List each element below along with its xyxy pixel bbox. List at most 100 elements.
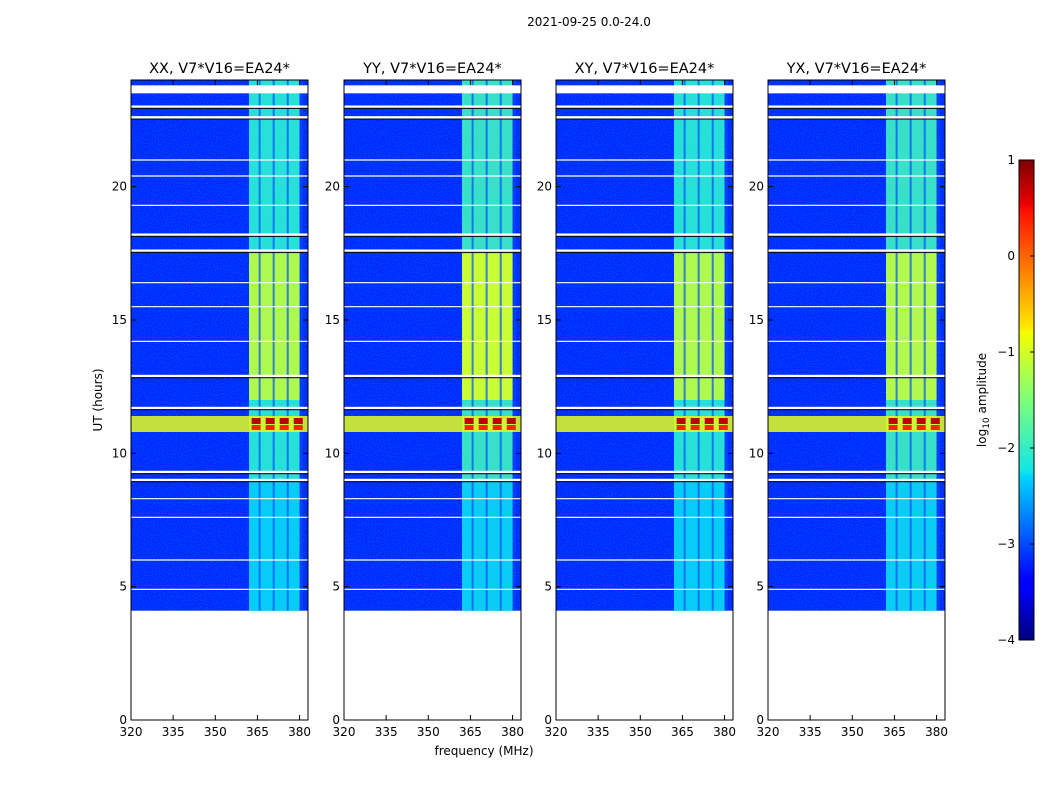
flagged-row-7	[344, 478, 521, 482]
strong-rfi-cell-0	[888, 418, 898, 424]
x-tick-label: 320	[757, 725, 780, 739]
channel-gap-0	[895, 80, 898, 611]
strong-rfi-cell-low-1	[690, 425, 700, 430]
flagged-row-6	[556, 470, 733, 474]
flagged-row-edge-4	[556, 377, 733, 379]
channel-gap-1	[485, 80, 488, 611]
panel-3: YX, V7*V16=EA24* 320 335 350 365 380 0 5 10 15 20	[749, 61, 948, 739]
flag-gap-top	[131, 85, 308, 94]
x-tick-label: 380	[288, 725, 311, 739]
strong-rfi-cell-0	[251, 418, 261, 424]
flagged-row-edge-0	[556, 107, 733, 109]
panel-title: YY, V7*V16=EA24*	[362, 61, 502, 77]
x-tick-label: 350	[629, 725, 652, 739]
flagged-row-edge-7	[344, 481, 521, 483]
y-tick-label: 15	[325, 313, 340, 327]
strong-rfi-cell-low-1	[902, 425, 912, 430]
flagged-row-3	[768, 249, 945, 252]
strong-rfi-cell-low-2	[279, 425, 289, 430]
strong-rfi-cell-2	[704, 418, 714, 424]
panels: XX, V7*V16=EA24* 320 335 350 365 380 0 5 10 15 20 Y…	[112, 61, 948, 739]
colorbar-gradient	[1019, 160, 1034, 640]
flagged-row-3	[556, 249, 733, 252]
strong-rfi-cell-low-0	[676, 425, 686, 430]
panel-title: YX, V7*V16=EA24*	[786, 61, 927, 77]
flagged-row-6	[131, 470, 308, 474]
y-tick-label: 5	[544, 580, 552, 594]
strong-rfi-cell-1	[902, 418, 912, 424]
flagged-row-edge-4	[344, 377, 521, 379]
strong-rfi-cell-0	[464, 418, 474, 424]
colorbar-tick-label: −2	[997, 441, 1015, 455]
flagged-row-edge-6	[768, 473, 945, 475]
flagged-row-edge-0	[131, 107, 308, 109]
strong-rfi-cell-low-2	[916, 425, 926, 430]
channel-gap-2	[923, 80, 926, 611]
channel-gap-3	[725, 80, 728, 611]
colorbar-tick-label: 1	[1007, 153, 1015, 167]
flagged-row-edge-5	[556, 409, 733, 411]
channel-gap-1	[272, 80, 275, 611]
x-tick-label: 320	[545, 725, 568, 739]
flagged-row-2	[768, 233, 945, 236]
plot-frame	[767, 79, 946, 721]
flagged-row-7	[131, 478, 308, 482]
colorbar-tick-label: −1	[997, 345, 1015, 359]
x-tick-label: 365	[883, 725, 906, 739]
y-tick-label: 0	[756, 713, 764, 727]
flagged-row-6	[344, 470, 521, 474]
flagged-row-0	[131, 105, 308, 108]
y-tick-label: 0	[119, 713, 127, 727]
flag-gap-top	[556, 85, 733, 94]
flagged-row-1	[131, 116, 308, 119]
plot-frame	[343, 79, 522, 721]
strong-rfi-cell-low-0	[464, 425, 474, 430]
strong-rfi-cell-low-3	[293, 425, 303, 430]
strong-rfi-cell-3	[930, 418, 940, 424]
flagged-row-0	[344, 105, 521, 108]
channel-gap-3	[513, 80, 516, 611]
strong-rfi-cell-3	[506, 418, 516, 424]
channel-gap-0	[471, 80, 474, 611]
y-tick-label: 10	[537, 446, 552, 460]
y-tick-label: 0	[332, 713, 340, 727]
x-axis-label: frequency (MHz)	[434, 744, 533, 758]
flagged-row-edge-4	[768, 377, 945, 379]
channel-gap-0	[683, 80, 686, 611]
flagged-row-edge-1	[768, 118, 945, 120]
y-tick-label: 5	[119, 580, 127, 594]
strong-rfi-cell-low-3	[718, 425, 728, 430]
y-tick-label: 15	[112, 313, 127, 327]
strong-rfi-cell-low-1	[265, 425, 275, 430]
channel-gap-1	[909, 80, 912, 611]
strong-rfi-cell-low-2	[492, 425, 502, 430]
panel-2: XY, V7*V16=EA24* 320 335 350 365 380 0 5 10 15 20	[537, 61, 736, 739]
flagged-row-edge-7	[131, 481, 308, 483]
channel-gap-2	[286, 80, 289, 611]
x-tick-label: 350	[417, 725, 440, 739]
strong-rfi-cell-2	[492, 418, 502, 424]
colorbar-tick-label: 0	[1007, 249, 1015, 263]
y-tick-label: 20	[537, 180, 552, 194]
flagged-row-edge-2	[344, 235, 521, 237]
y-tick-label: 10	[325, 446, 340, 460]
flagged-row-edge-7	[768, 481, 945, 483]
flagged-row-edge-6	[556, 473, 733, 475]
x-tick-label: 335	[375, 725, 398, 739]
flagged-row-5	[344, 406, 521, 410]
panel-title: XX, V7*V16=EA24*	[149, 61, 290, 77]
flagged-row-1	[344, 116, 521, 119]
colorbar-frame	[1018, 159, 1035, 641]
flagged-row-2	[344, 233, 521, 236]
x-tick-label: 380	[501, 725, 524, 739]
channel-gap-3	[937, 80, 940, 611]
flagged-row-1	[768, 116, 945, 119]
y-axis-label: UT (hours)	[91, 368, 105, 431]
colorbar-tick-label: −4	[997, 633, 1015, 647]
flagged-row-edge-6	[131, 473, 308, 475]
strong-rfi-cell-2	[916, 418, 926, 424]
plot-frame	[130, 79, 309, 721]
flagged-row-6	[768, 470, 945, 474]
flagged-row-4	[556, 374, 733, 378]
y-tick-label: 5	[756, 580, 764, 594]
